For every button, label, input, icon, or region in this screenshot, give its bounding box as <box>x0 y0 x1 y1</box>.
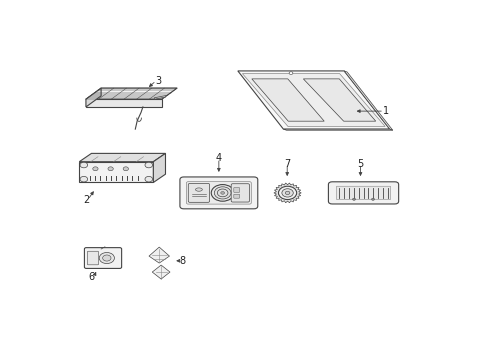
Circle shape <box>278 186 296 199</box>
FancyBboxPatch shape <box>234 194 240 198</box>
Text: 6: 6 <box>89 273 95 283</box>
Polygon shape <box>79 153 166 162</box>
Circle shape <box>218 189 228 197</box>
FancyBboxPatch shape <box>87 251 98 265</box>
Polygon shape <box>274 183 301 203</box>
Circle shape <box>108 167 113 171</box>
Circle shape <box>282 189 294 197</box>
Polygon shape <box>149 247 170 263</box>
Text: 8: 8 <box>180 256 186 266</box>
Text: 3: 3 <box>155 76 161 86</box>
Circle shape <box>102 255 111 261</box>
FancyBboxPatch shape <box>188 184 210 202</box>
Text: 2: 2 <box>83 195 89 205</box>
Polygon shape <box>283 129 393 130</box>
Text: 4: 4 <box>216 153 222 163</box>
Polygon shape <box>243 73 385 126</box>
FancyBboxPatch shape <box>231 184 249 202</box>
Circle shape <box>99 252 115 264</box>
Circle shape <box>214 187 231 199</box>
Polygon shape <box>86 88 101 107</box>
Polygon shape <box>79 162 153 183</box>
Polygon shape <box>86 99 162 107</box>
FancyBboxPatch shape <box>180 177 258 209</box>
Text: 7: 7 <box>284 159 291 169</box>
Polygon shape <box>238 71 390 129</box>
FancyBboxPatch shape <box>84 248 122 269</box>
Circle shape <box>289 72 293 75</box>
Circle shape <box>80 176 88 182</box>
Circle shape <box>123 167 128 171</box>
FancyBboxPatch shape <box>328 182 399 204</box>
Circle shape <box>220 192 224 194</box>
Circle shape <box>352 198 356 201</box>
FancyBboxPatch shape <box>234 188 240 192</box>
Polygon shape <box>152 265 170 279</box>
Ellipse shape <box>196 188 202 191</box>
Circle shape <box>80 162 88 168</box>
Polygon shape <box>344 71 393 130</box>
Polygon shape <box>252 79 324 121</box>
Polygon shape <box>153 153 166 183</box>
Circle shape <box>93 167 98 171</box>
Circle shape <box>371 198 374 201</box>
Polygon shape <box>303 79 376 121</box>
Circle shape <box>285 191 290 194</box>
Polygon shape <box>154 96 166 99</box>
Circle shape <box>145 176 152 182</box>
Circle shape <box>145 162 152 168</box>
Polygon shape <box>86 88 177 99</box>
Text: 5: 5 <box>357 159 364 169</box>
FancyBboxPatch shape <box>336 186 391 199</box>
FancyBboxPatch shape <box>186 182 251 204</box>
Circle shape <box>211 185 234 201</box>
Text: 1: 1 <box>383 106 389 116</box>
